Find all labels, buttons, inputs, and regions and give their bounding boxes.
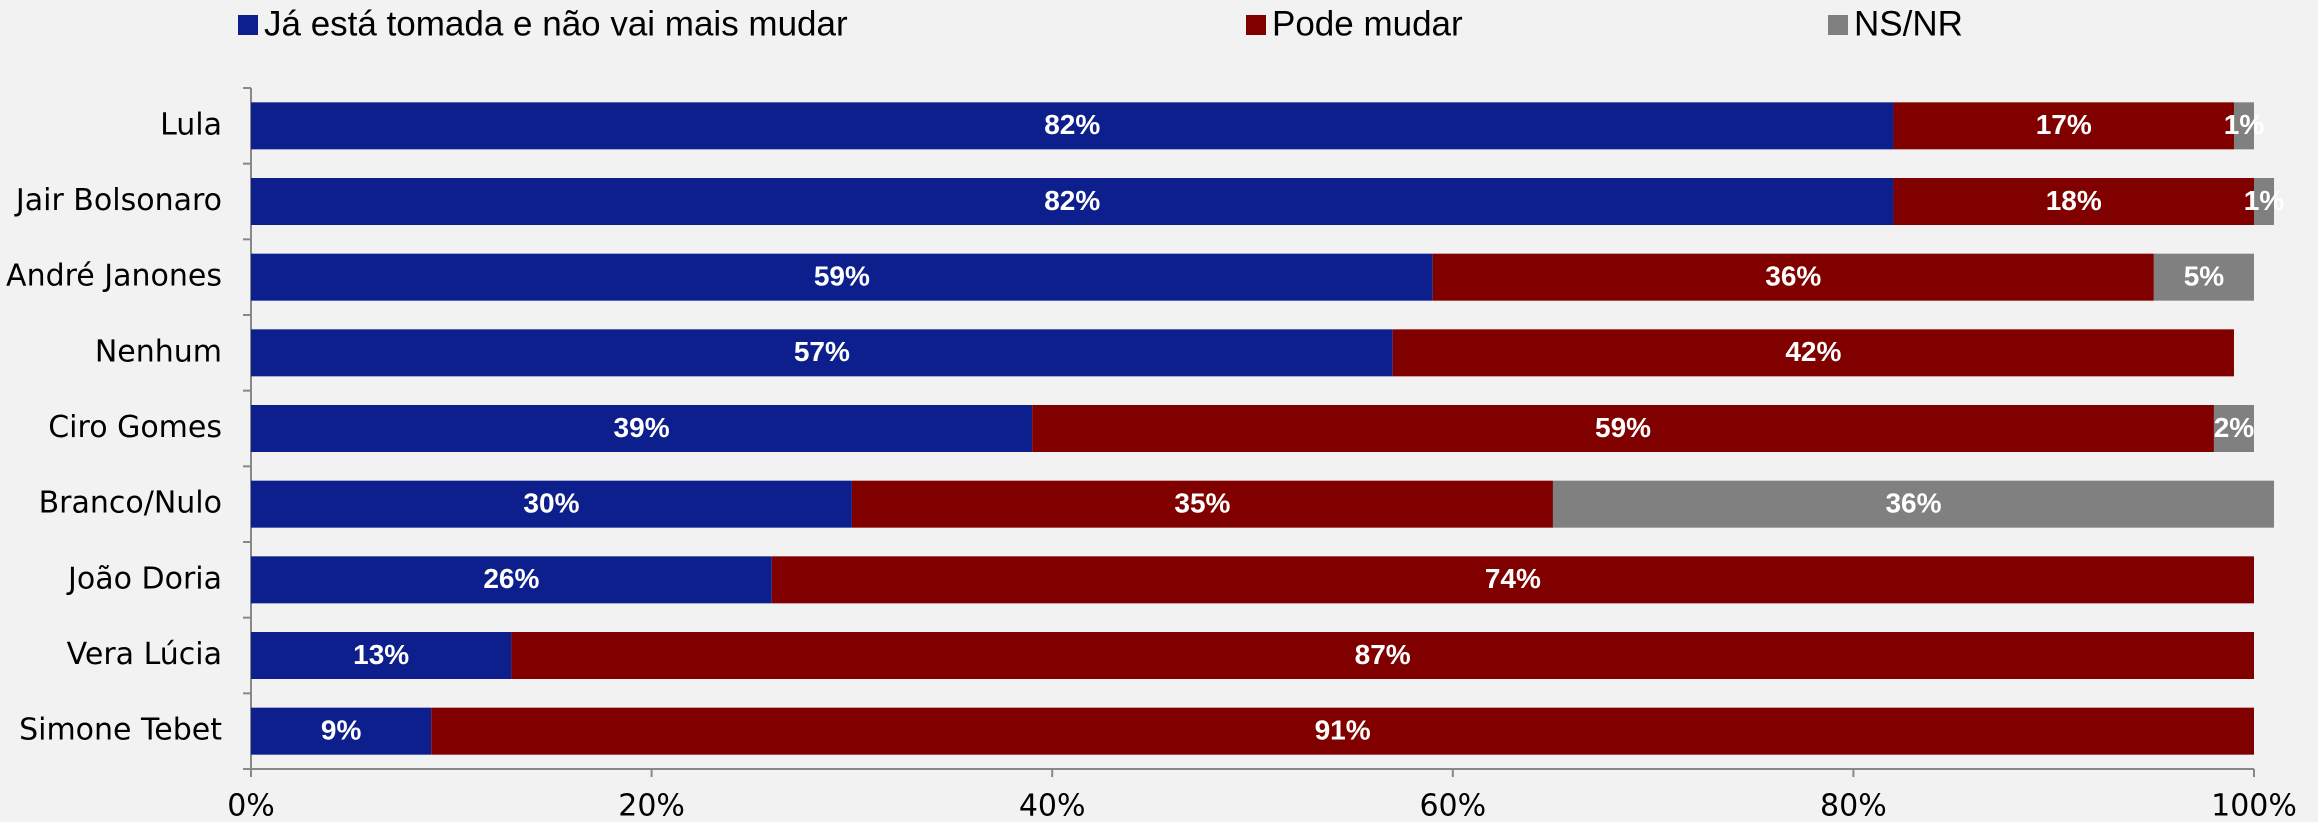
value-label: 82% (1044, 109, 1100, 140)
value-label: 2% (2214, 412, 2255, 443)
bar (1432, 253, 2154, 301)
value-label: 36% (1885, 488, 1941, 519)
bar (2153, 253, 2254, 301)
x-tick-label: 0% (227, 789, 275, 822)
bar (251, 707, 432, 755)
x-tick-label: 100% (2211, 789, 2297, 822)
category-label: André Janones (6, 259, 222, 294)
x-tick-label: 40% (1019, 789, 1086, 822)
bar (511, 632, 2254, 679)
value-label: 59% (1595, 412, 1651, 443)
category-label: Vera Lúcia (67, 637, 222, 672)
bar (1392, 329, 2234, 377)
bar (431, 707, 2254, 755)
bar (251, 556, 772, 604)
legend-swatch (238, 15, 258, 35)
bar (251, 102, 1894, 150)
category-label: Lula (160, 107, 222, 142)
bar (251, 405, 1033, 452)
value-label: 26% (483, 563, 539, 594)
x-tick-label: 80% (1820, 789, 1887, 822)
value-label: 36% (1765, 261, 1821, 292)
category-label: Nenhum (95, 334, 222, 369)
value-label: 57% (794, 336, 850, 367)
bar (251, 480, 852, 528)
bar (1893, 102, 2234, 150)
value-label: 35% (1174, 488, 1230, 519)
bar (2254, 178, 2275, 225)
bar (1552, 480, 2275, 528)
bar (1893, 178, 2254, 225)
legend-label: Já está tomada e não vai mais mudar (264, 4, 848, 43)
x-tick-label: 20% (618, 789, 685, 822)
x-tick-label: 60% (1419, 789, 1486, 822)
category-label: João Doria (66, 561, 222, 596)
value-label: 18% (2046, 185, 2102, 216)
legend-swatch (1828, 15, 1848, 35)
bar (2213, 405, 2254, 452)
category-label: Jair Bolsonaro (14, 183, 222, 218)
bar (851, 480, 1553, 528)
bar (2233, 102, 2254, 150)
value-label: 42% (1785, 336, 1841, 367)
legend-label: Pode mudar (1272, 4, 1463, 43)
bar (251, 253, 1433, 301)
value-label: 13% (353, 639, 409, 670)
value-label: 9% (321, 715, 362, 746)
bar (251, 632, 512, 679)
value-label: 91% (1315, 715, 1371, 746)
legend-label: NS/NR (1854, 4, 1963, 43)
legend-swatch (1246, 15, 1266, 35)
value-label: 1% (2244, 185, 2285, 216)
bar (251, 329, 1393, 377)
value-label: 82% (1044, 185, 1100, 216)
value-label: 87% (1355, 639, 1411, 670)
value-label: 1% (2224, 109, 2265, 140)
value-label: 59% (814, 261, 870, 292)
bar (1032, 405, 2214, 452)
value-label: 74% (1485, 563, 1541, 594)
category-label: Branco/Nulo (39, 486, 222, 521)
value-label: 5% (2184, 261, 2225, 292)
value-label: 17% (2036, 109, 2092, 140)
category-label: Ciro Gomes (48, 410, 222, 445)
value-label: 30% (523, 488, 579, 519)
bar (251, 178, 1894, 225)
value-label: 39% (614, 412, 670, 443)
category-label: Simone Tebet (19, 713, 222, 748)
bar (771, 556, 2254, 604)
